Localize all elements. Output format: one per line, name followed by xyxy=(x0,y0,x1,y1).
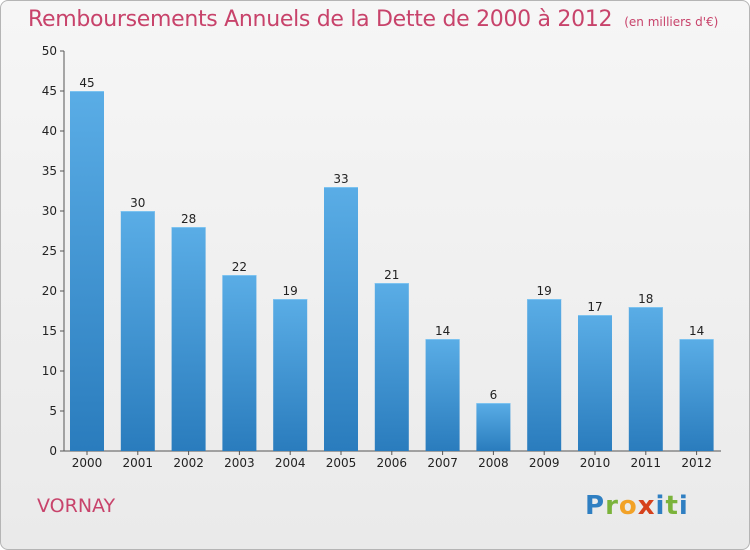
y-tick-label: 35 xyxy=(42,164,57,178)
y-tick-label: 0 xyxy=(49,444,57,458)
bar xyxy=(476,403,511,451)
value-label: 28 xyxy=(181,212,196,226)
value-label: 45 xyxy=(79,76,94,90)
x-tick-label: 2003 xyxy=(224,456,255,470)
x-tick-label: 2008 xyxy=(478,456,509,470)
logo-letter: o xyxy=(618,491,638,521)
logo-letter: x xyxy=(637,491,656,521)
x-tick-label: 2009 xyxy=(529,456,560,470)
value-label: 33 xyxy=(333,172,348,186)
x-tick-label: 2001 xyxy=(123,456,154,470)
bar xyxy=(120,211,155,451)
value-label: 19 xyxy=(537,284,552,298)
chart-title-text: Remboursements Annuels de la Dette de 20… xyxy=(28,7,613,32)
x-tick-label: 2005 xyxy=(326,456,357,470)
bar xyxy=(374,283,409,451)
chart-title: Remboursements Annuels de la Dette de 20… xyxy=(28,7,718,32)
value-label: 18 xyxy=(638,292,653,306)
logo-letter: i xyxy=(655,491,666,521)
logo-letter: i xyxy=(678,491,689,521)
proxiti-logo[interactable]: Proxiti xyxy=(585,491,689,521)
bar xyxy=(171,227,206,451)
bar xyxy=(527,299,562,451)
value-label: 19 xyxy=(283,284,298,298)
logo-letter: P xyxy=(585,491,606,521)
bar xyxy=(628,307,663,451)
y-tick-label: 30 xyxy=(42,204,57,218)
x-tick-label: 2011 xyxy=(631,456,662,470)
x-tick-label: 2002 xyxy=(173,456,204,470)
labels: 45 30 28 22 19 33 21 14 6 19 17 18 14 xyxy=(79,76,704,402)
value-label: 17 xyxy=(587,300,602,314)
bar xyxy=(679,339,714,451)
bar xyxy=(273,299,308,451)
x-tick-label: 2012 xyxy=(681,456,712,470)
y-tick-label: 45 xyxy=(42,84,57,98)
y-tick-label: 50 xyxy=(42,44,57,58)
x-tick-label: 2007 xyxy=(427,456,458,470)
bars xyxy=(70,91,714,451)
bar xyxy=(425,339,460,451)
x-tick-label: 2004 xyxy=(275,456,306,470)
y-tick-label: 15 xyxy=(42,324,57,338)
y-tick-label: 20 xyxy=(42,284,57,298)
bar xyxy=(222,275,257,451)
value-label: 14 xyxy=(689,324,704,338)
x-tick-label: 2010 xyxy=(580,456,611,470)
bar xyxy=(324,187,358,451)
commune-name: VORNAY xyxy=(37,495,116,517)
bar xyxy=(578,315,612,451)
value-label: 30 xyxy=(130,196,145,210)
bar xyxy=(70,91,104,451)
logo-letter: r xyxy=(605,491,619,521)
value-label: 21 xyxy=(384,268,399,282)
x-tick-label: 2000 xyxy=(72,456,103,470)
x-tick-label: 2006 xyxy=(377,456,408,470)
chart-unit: (en milliers d'€) xyxy=(624,15,719,29)
logo-letter: t xyxy=(665,491,679,521)
y-tick-label: 5 xyxy=(49,404,57,418)
value-label: 14 xyxy=(435,324,450,338)
axes: 0 5 10 15 20 25 30 35 40 45 50 2000 2001 2002 2003 2004… xyxy=(42,44,721,470)
y-tick-label: 25 xyxy=(42,244,57,258)
value-label: 6 xyxy=(490,388,498,402)
value-label: 22 xyxy=(232,260,247,274)
y-tick-label: 10 xyxy=(42,364,57,378)
y-tick-label: 40 xyxy=(42,124,57,138)
